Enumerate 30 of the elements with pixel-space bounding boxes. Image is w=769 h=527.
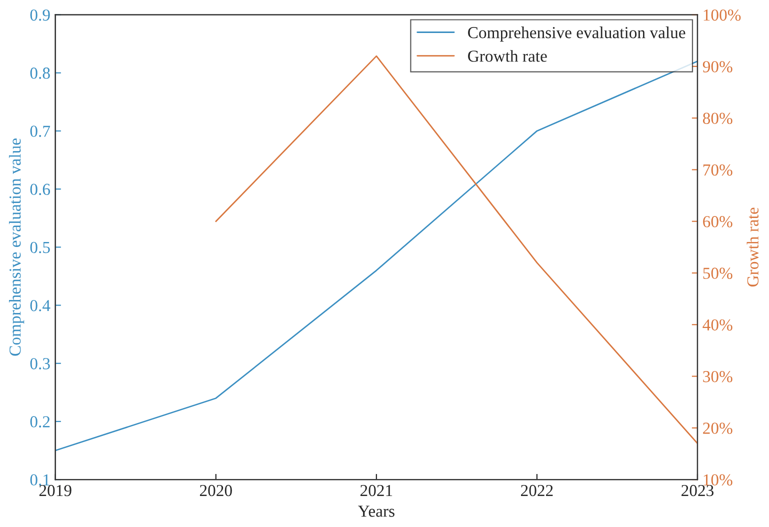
y2-tick-label: 70% xyxy=(703,164,732,176)
x-tick-label: 2019 xyxy=(39,484,72,496)
y2-tick-label: 80% xyxy=(702,112,732,124)
y-tick-label: 0.2 xyxy=(30,416,50,428)
legend-label: Comprehensive evaluation value xyxy=(468,26,686,42)
y2-tick-label: 90% xyxy=(702,61,732,72)
x-axis-title: Years xyxy=(358,506,394,517)
y-tick-label: 0.4 xyxy=(30,300,50,312)
x-tick-label: 2021 xyxy=(360,484,392,496)
y-tick-label: 0.7 xyxy=(30,126,50,137)
y2-tick-label: 60% xyxy=(703,216,732,228)
y-tick-label: 0.8 xyxy=(30,68,50,79)
y2-tick-label: 10% xyxy=(704,474,732,486)
y-tick-label: 0.3 xyxy=(30,358,50,370)
y2-tick-label: 20% xyxy=(703,422,732,434)
y-tick-label: 0.6 xyxy=(30,184,50,196)
x-tick-label: 2020 xyxy=(200,484,232,496)
y2-axis-title: Growth rate xyxy=(746,208,759,287)
y-tick-label: 0.5 xyxy=(30,242,50,254)
y2-tick-label: 100% xyxy=(704,9,741,21)
y-tick-label: 0.9 xyxy=(30,9,50,21)
y2-tick-label: 50% xyxy=(703,268,732,279)
y2-tick-label: 30% xyxy=(703,370,732,382)
y2-tick-label: 40% xyxy=(702,319,732,331)
x-tick-label: 2022 xyxy=(521,484,553,496)
x-tick-label: 2023 xyxy=(682,484,714,496)
y-axis-title: Comprehensive evaluation value xyxy=(9,138,24,356)
y-tick-label: 0.1 xyxy=(30,474,50,486)
legend-label: Growth rate xyxy=(468,50,547,62)
line-series xyxy=(55,60,698,452)
